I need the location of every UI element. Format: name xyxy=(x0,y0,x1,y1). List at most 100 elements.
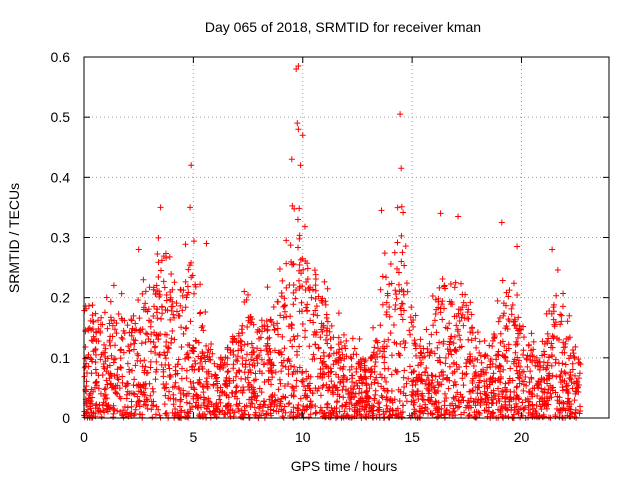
data-point xyxy=(84,406,91,413)
data-point xyxy=(420,397,427,404)
data-point xyxy=(107,380,114,387)
data-point xyxy=(231,393,238,400)
data-point xyxy=(349,390,356,397)
data-point xyxy=(177,286,184,293)
data-point xyxy=(402,392,409,399)
chart-title: Day 065 of 2018, SRMTID for receiver kma… xyxy=(205,19,481,35)
data-point xyxy=(295,407,302,414)
data-point xyxy=(544,389,551,396)
data-point xyxy=(509,413,516,420)
data-point xyxy=(446,320,453,327)
data-point xyxy=(461,409,468,416)
data-point xyxy=(525,402,532,409)
data-point xyxy=(114,382,121,389)
data-point xyxy=(101,386,108,393)
data-point xyxy=(432,398,439,405)
data-point xyxy=(413,352,420,359)
data-point xyxy=(330,361,337,368)
y-tick-label: 0.4 xyxy=(51,169,71,185)
data-point xyxy=(147,392,154,399)
data-point xyxy=(177,403,184,410)
data-point xyxy=(278,359,285,366)
data-point xyxy=(494,351,501,358)
data-point xyxy=(403,280,410,287)
data-point xyxy=(131,391,138,398)
data-point xyxy=(135,296,142,303)
data-point xyxy=(576,410,583,417)
data-point xyxy=(245,411,252,418)
data-point xyxy=(237,413,244,420)
data-point xyxy=(121,330,128,337)
data-point xyxy=(426,340,433,347)
data-point xyxy=(460,299,467,306)
data-point xyxy=(294,332,301,339)
data-point xyxy=(398,305,405,312)
data-point xyxy=(177,302,184,309)
data-point xyxy=(379,353,386,360)
data-point xyxy=(186,262,193,269)
data-point xyxy=(455,397,462,404)
data-point xyxy=(168,270,175,277)
data-point xyxy=(315,344,322,351)
data-point xyxy=(240,414,247,421)
data-point xyxy=(410,323,417,330)
data-point xyxy=(249,344,256,351)
data-point xyxy=(129,367,136,374)
data-point xyxy=(312,307,319,314)
data-point xyxy=(180,330,187,337)
data-point xyxy=(163,297,170,304)
data-point xyxy=(271,392,278,399)
data-point xyxy=(434,344,441,351)
data-point xyxy=(175,384,182,391)
data-point xyxy=(524,363,531,370)
data-point xyxy=(226,380,233,387)
data-point xyxy=(399,414,406,421)
data-point xyxy=(343,337,350,344)
data-point xyxy=(513,325,520,332)
data-point xyxy=(459,375,466,382)
data-point xyxy=(275,331,282,338)
data-point xyxy=(573,378,580,385)
data-point xyxy=(98,351,105,358)
data-point xyxy=(241,341,248,348)
data-point xyxy=(161,352,168,359)
data-point xyxy=(285,401,292,408)
data-point xyxy=(559,303,566,310)
data-point xyxy=(326,351,333,358)
data-point xyxy=(256,368,263,375)
data-point xyxy=(520,381,527,388)
data-point xyxy=(537,379,544,386)
data-point xyxy=(115,310,122,317)
data-point xyxy=(92,405,99,412)
data-point xyxy=(336,354,343,361)
data-point xyxy=(536,358,543,365)
data-point xyxy=(381,338,388,345)
data-point xyxy=(320,322,327,329)
data-point xyxy=(170,391,177,398)
data-point xyxy=(528,347,535,354)
data-point xyxy=(450,408,457,415)
data-point xyxy=(323,332,330,339)
data-point xyxy=(487,375,494,382)
data-point xyxy=(522,373,529,380)
data-point xyxy=(407,331,414,338)
data-point xyxy=(271,326,278,333)
data-point xyxy=(117,347,124,354)
data-point xyxy=(87,317,94,324)
data-point xyxy=(203,240,210,247)
data-point xyxy=(474,329,481,336)
data-point xyxy=(270,407,277,414)
data-point xyxy=(127,410,134,417)
data-point xyxy=(217,361,224,368)
data-point xyxy=(366,408,373,415)
data-point xyxy=(254,345,261,352)
data-point xyxy=(90,318,97,325)
data-point xyxy=(383,343,390,350)
data-point xyxy=(160,278,167,285)
data-point xyxy=(529,353,536,360)
data-point xyxy=(392,287,399,294)
data-point xyxy=(183,375,190,382)
data-point xyxy=(504,406,511,413)
data-point xyxy=(503,289,510,296)
data-point xyxy=(466,399,473,406)
